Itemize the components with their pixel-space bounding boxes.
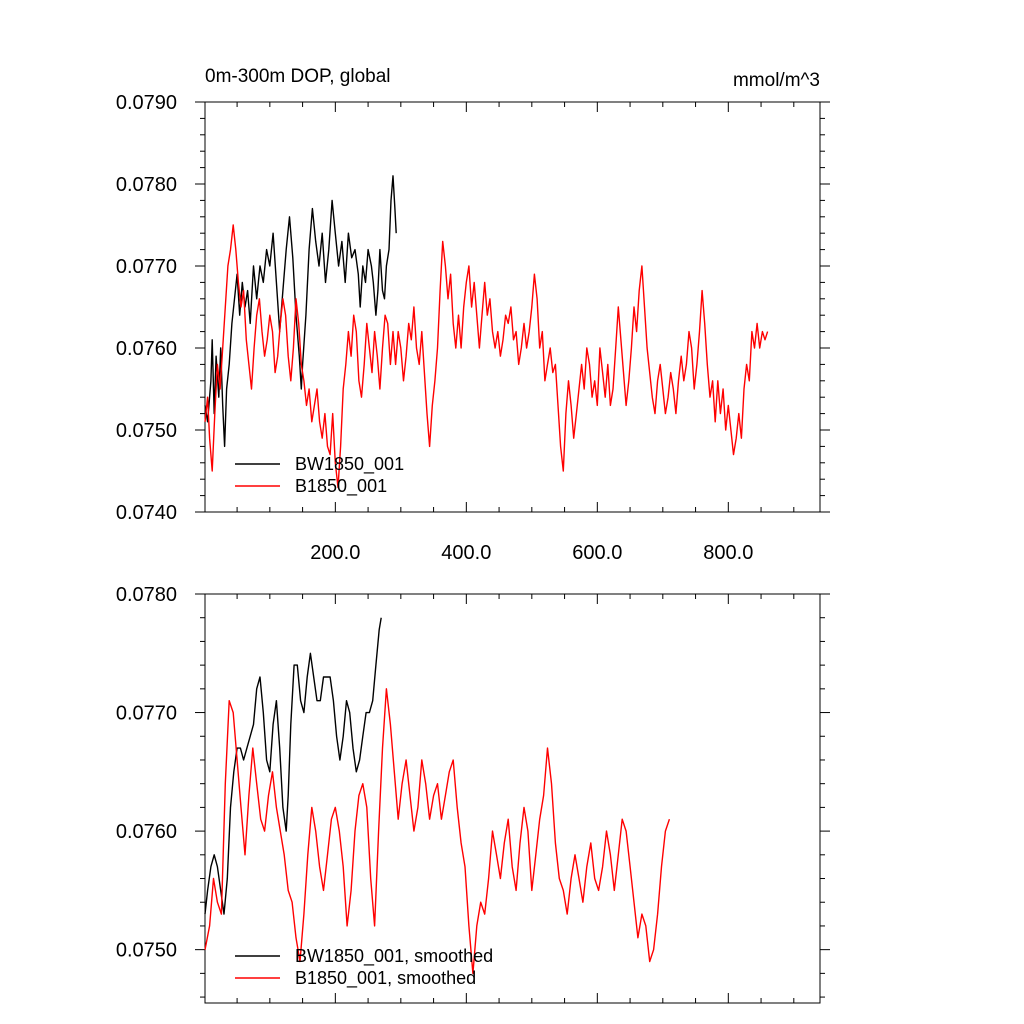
legend-label: B1850_001	[295, 476, 387, 497]
y-tick-label: 0.0760	[116, 821, 177, 843]
y-tick-label: 0.0790	[116, 92, 177, 114]
series-line-bw1850	[204, 617, 382, 915]
x-tick-label: 800.0	[703, 542, 753, 564]
y-tick-label: 0.0740	[116, 502, 177, 524]
y-tick-label: 0.0780	[116, 174, 177, 196]
y-tick-label: 0.0750	[116, 940, 177, 962]
legend-label: BW1850_001, smoothed	[295, 946, 493, 967]
panel-units: mmol/m^3	[733, 70, 820, 91]
plot-frame	[204, 101, 821, 513]
series-line-b1850	[204, 688, 671, 975]
x-tick-label: 600.0	[572, 542, 622, 564]
series-line-bw1850	[204, 175, 397, 448]
series-line-b1850	[204, 224, 769, 489]
legend-label: B1850_001, smoothed	[295, 968, 476, 989]
legend-label: BW1850_001	[295, 454, 404, 475]
bottom-panel: 0.0750 0.0760 0.0770 0.0780 BW1850_001, smoo…	[116, 584, 830, 1004]
y-tick-label: 0.0760	[116, 338, 177, 360]
y-tick-label: 0.0780	[116, 584, 177, 606]
y-tick-label: 0.0770	[116, 256, 177, 278]
x-tick-label: 400.0	[441, 542, 491, 564]
plot-frame	[204, 593, 821, 1004]
panel-title: 0m-300m DOP, global	[205, 66, 391, 87]
y-tick-label: 0.0750	[116, 420, 177, 442]
top-panel: 0m-300m DOP, global mmol/m^3 200.0 400.0 6…	[116, 66, 830, 564]
x-tick-label: 200.0	[310, 542, 360, 564]
y-tick-label: 0.0770	[116, 703, 177, 725]
